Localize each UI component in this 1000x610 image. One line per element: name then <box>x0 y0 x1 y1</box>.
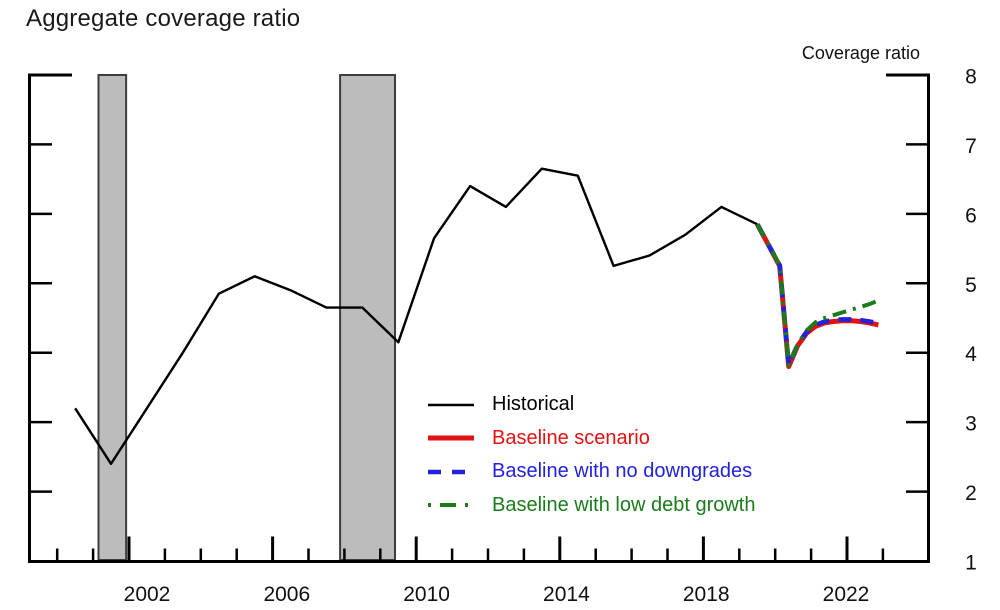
x-axis-label: 2002 <box>124 583 171 606</box>
legend-item-historical: Historical <box>428 388 755 422</box>
series-line-historical <box>74 167 758 465</box>
x-axis-label: 2006 <box>263 583 310 606</box>
legend-label: Historical <box>492 393 575 416</box>
chart-title: Aggregate coverage ratio <box>26 5 301 32</box>
recession-band <box>97 74 128 561</box>
no-downgrades-line-swatch <box>428 469 474 475</box>
y-axis-label: 1 <box>965 552 977 575</box>
legend-label: Baseline with no downgrades <box>492 460 753 483</box>
low-debt-growth-line-swatch <box>428 503 474 508</box>
y-axis-label: 6 <box>965 204 977 227</box>
y-axis-title: Coverage ratio <box>801 43 920 63</box>
y-axis-label: 2 <box>965 482 977 505</box>
historical-line-swatch <box>428 403 474 406</box>
baseline-scenario-line-swatch <box>428 435 474 441</box>
legend-item-baseline-scenario: Baseline scenario <box>428 422 755 456</box>
y-axis-label: 3 <box>965 413 977 436</box>
recession-band <box>339 74 397 561</box>
y-axis-label: 8 <box>965 66 977 89</box>
x-axis-label: 2022 <box>823 583 870 606</box>
x-axis-label: 2014 <box>543 583 590 606</box>
y-axis-label: 5 <box>965 274 977 297</box>
series-line-baseline-with-low-debt-growth <box>755 223 880 368</box>
legend-item-no-downgrades: Baseline with no downgrades <box>428 455 755 489</box>
x-axis-label: 2010 <box>403 583 450 606</box>
legend: Historical Baseline scenario Baseline wi… <box>428 388 755 522</box>
y-axis-label: 4 <box>965 343 977 366</box>
y-axis-label: 7 <box>965 135 977 158</box>
series-line-baseline-scenario <box>755 223 879 370</box>
series-line-baseline-with-no-downgrades <box>755 223 879 368</box>
legend-label: Baseline scenario <box>492 426 650 449</box>
x-axis-label: 2018 <box>683 583 730 606</box>
legend-label: Baseline with low debt growth <box>492 493 756 516</box>
legend-item-low-debt-growth: Baseline with low debt growth <box>428 489 755 523</box>
